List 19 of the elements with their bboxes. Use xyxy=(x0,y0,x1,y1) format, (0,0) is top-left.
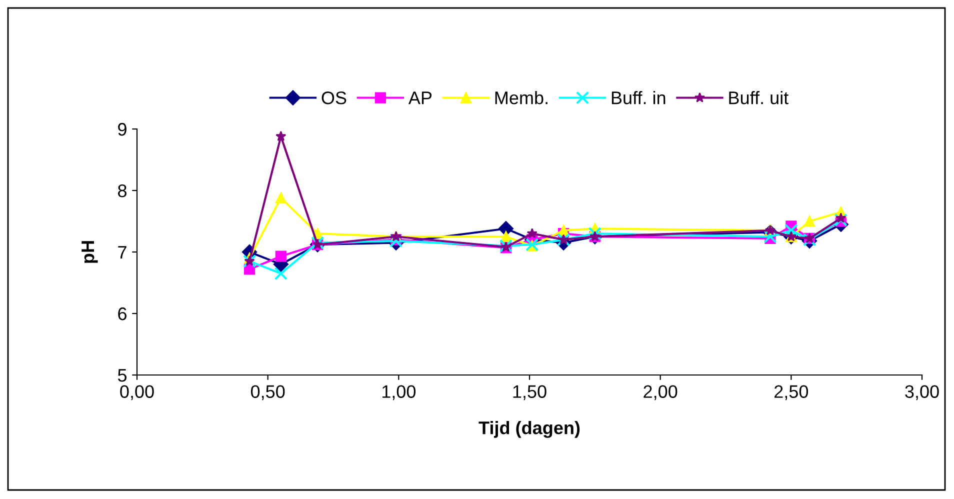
y-axis-title: pH xyxy=(82,241,98,263)
x-tick-label: 0,50 xyxy=(250,385,285,400)
y-tick-label: 8 xyxy=(118,184,126,198)
x-tick-label: 1,00 xyxy=(382,385,416,400)
legend-label: OS xyxy=(322,91,346,104)
x-tick-label: 1,50 xyxy=(513,385,546,400)
legend-label: Buff. uit xyxy=(729,91,788,104)
x-tick-label: 3,00 xyxy=(905,385,939,400)
y-tick-label: 9 xyxy=(118,122,126,136)
legend-label: AP xyxy=(408,92,432,104)
y-tick-label: 5 xyxy=(118,369,127,382)
legend-label: Buff. in xyxy=(612,91,666,104)
x-tick-label: 2,00 xyxy=(644,385,678,400)
x-tick-label: 2,50 xyxy=(774,385,808,400)
legend-label: Memb. xyxy=(495,91,548,104)
x-tick-label: 0,00 xyxy=(120,385,154,400)
y-tick-label: 7 xyxy=(118,246,126,259)
x-axis-title: Tijd (dagen) xyxy=(478,421,580,438)
y-tick-label: 6 xyxy=(118,307,126,320)
